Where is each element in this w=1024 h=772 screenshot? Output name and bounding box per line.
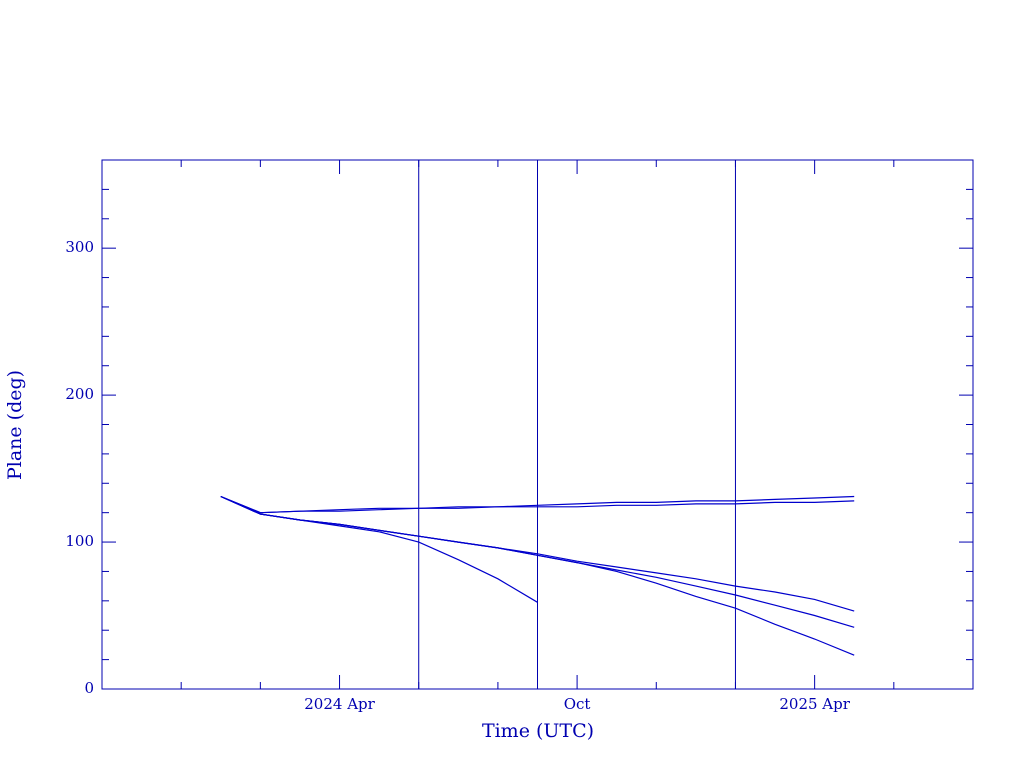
x-tick-label: Oct xyxy=(564,695,591,713)
y-tick-label: 100 xyxy=(65,532,94,550)
y-tick-label: 0 xyxy=(84,679,94,697)
y-axis-label: Plane (deg) xyxy=(4,370,26,480)
x-tick-label: 2024 Apr xyxy=(304,695,375,713)
series-line xyxy=(220,495,855,514)
x-axis-label: Time (UTC) xyxy=(482,720,594,742)
series-line xyxy=(220,495,855,514)
y-tick-label: 200 xyxy=(65,385,94,403)
y-tick-label: 300 xyxy=(65,238,94,256)
series-line xyxy=(220,495,855,656)
series-line xyxy=(220,495,538,603)
x-tick-label: 2025 Apr xyxy=(779,695,850,713)
